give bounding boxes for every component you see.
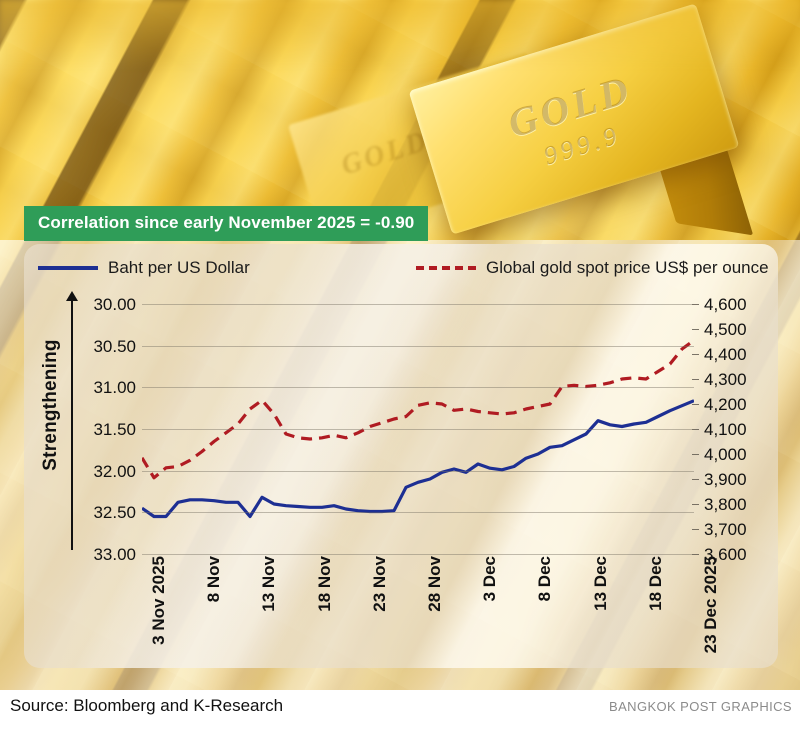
graphics-credit: BANGKOK POST GRAPHICS [609, 699, 792, 714]
series-line-gold [142, 339, 694, 480]
x-axis-tick-label: 8 Nov [204, 556, 224, 603]
y-axis-right-tick-label: 3,600 [704, 545, 747, 564]
y-axis-right-tick-mark [692, 329, 699, 330]
gridline [142, 387, 694, 389]
legend-item-gold: Global gold spot price US$ per ounce [416, 258, 769, 278]
strengthening-arrow-icon [66, 291, 78, 550]
y-axis-left-ticks: 30.00 30.50 31.00 31.50 32.00 32.50 33.00 [80, 296, 136, 563]
x-axis-tick-label: 3 Dec [480, 556, 500, 602]
photo-top-blur [0, 0, 800, 70]
chart-legend: Baht per US Dollar Global gold spot pric… [24, 258, 778, 286]
y-axis-right-tick-label: 4,200 [704, 395, 747, 414]
chart-panel: Baht per US Dollar Global gold spot pric… [24, 244, 778, 668]
gridline [142, 470, 694, 472]
plot-area [142, 304, 694, 555]
y-axis-left-title: Strengthening [40, 339, 61, 471]
y-axis-left-tick-label: 31.50 [93, 420, 136, 439]
x-axis-tick-label: 18 Nov [314, 556, 334, 612]
y-axis-left-tick-label: 30.00 [93, 295, 136, 314]
y-axis-left-tick-label: 31.00 [93, 378, 136, 398]
legend-item-baht: Baht per US Dollar [38, 258, 250, 278]
y-axis-right-tick-label: 4,300 [704, 370, 747, 389]
y-axis-left-tick-label: 33.00 [93, 545, 136, 564]
x-axis-tick-label: 13 Nov [259, 556, 279, 612]
gridline [142, 554, 694, 555]
y-axis-right-tick-mark [692, 454, 699, 455]
legend-label-baht: Baht per US Dollar [108, 258, 250, 277]
y-axis-right-tick-label: 4,000 [704, 445, 747, 464]
y-axis-right-tick-mark [692, 479, 699, 480]
y-axis-right-tick-mark [692, 304, 699, 305]
series-line-baht [142, 399, 694, 519]
y-axis-right-tick-mark [692, 529, 699, 530]
x-axis-tick-label: 23 Dec 2025 [701, 556, 720, 654]
y-axis-right-tick-mark [692, 379, 699, 380]
y-axis-right-tick-label: 4,500 [704, 320, 747, 339]
chart-lines-svg [142, 339, 694, 519]
y-axis-right-ticks: 4,600 4,500 4,400 4,300 4,200 4,100 4,000 3,900… [692, 296, 766, 563]
ingot-secondary-stamp: GOLD [337, 125, 433, 182]
x-axis-ticks: 3 Nov 2025 8 Nov 13 Nov 18 Nov 23 Nov 28 Nov 3… [142, 556, 720, 666]
gridline [142, 304, 694, 305]
correlation-badge: Correlation since early November 2025 = … [24, 206, 429, 241]
y-axis-left-tick-label: 32.00 [93, 461, 136, 481]
y-axis-right-tick-label: 4,100 [704, 420, 747, 439]
y-axis-right-tick-mark [692, 554, 699, 555]
legend-solid-line-icon [38, 266, 98, 270]
gridline [142, 512, 694, 514]
y-axis-right-tick-mark [692, 504, 699, 505]
legend-dashed-line-icon [416, 266, 476, 270]
x-axis-tick-label: 3 Nov 2025 [149, 556, 168, 645]
x-axis-tick-label: 8 Dec [535, 556, 555, 602]
y-axis-right-tick-label: 4,400 [704, 345, 747, 364]
x-axis-tick-label: 23 Nov [369, 556, 389, 612]
y-axis-left-tick-label: 32.50 [93, 503, 136, 523]
y-axis-right-tick-label: 3,900 [704, 470, 747, 489]
x-axis-tick-label: 18 Dec [645, 556, 665, 611]
y-axis-right-tick-mark [692, 429, 699, 430]
y-axis-right-tick-mark [692, 404, 699, 405]
x-axis-tick-label: 13 Dec [590, 556, 610, 611]
y-axis-right-tick-label: 4,600 [704, 295, 747, 314]
y-axis-right-tick-label: 3,700 [704, 520, 747, 539]
source-text: Source: Bloomberg and K-Research [10, 696, 284, 715]
x-axis-tick-label: 28 Nov [425, 556, 444, 612]
gridline [142, 345, 694, 347]
gridline [142, 429, 694, 430]
y-axis-right-tick-mark [692, 354, 699, 355]
legend-label-gold: Global gold spot price US$ per ounce [486, 258, 769, 277]
y-axis-left-tick-label: 30.50 [93, 336, 136, 356]
footer-bar: Source: Bloomberg and K-Research BANGKOK… [0, 690, 800, 729]
y-axis-right-tick-label: 3,800 [704, 495, 747, 514]
